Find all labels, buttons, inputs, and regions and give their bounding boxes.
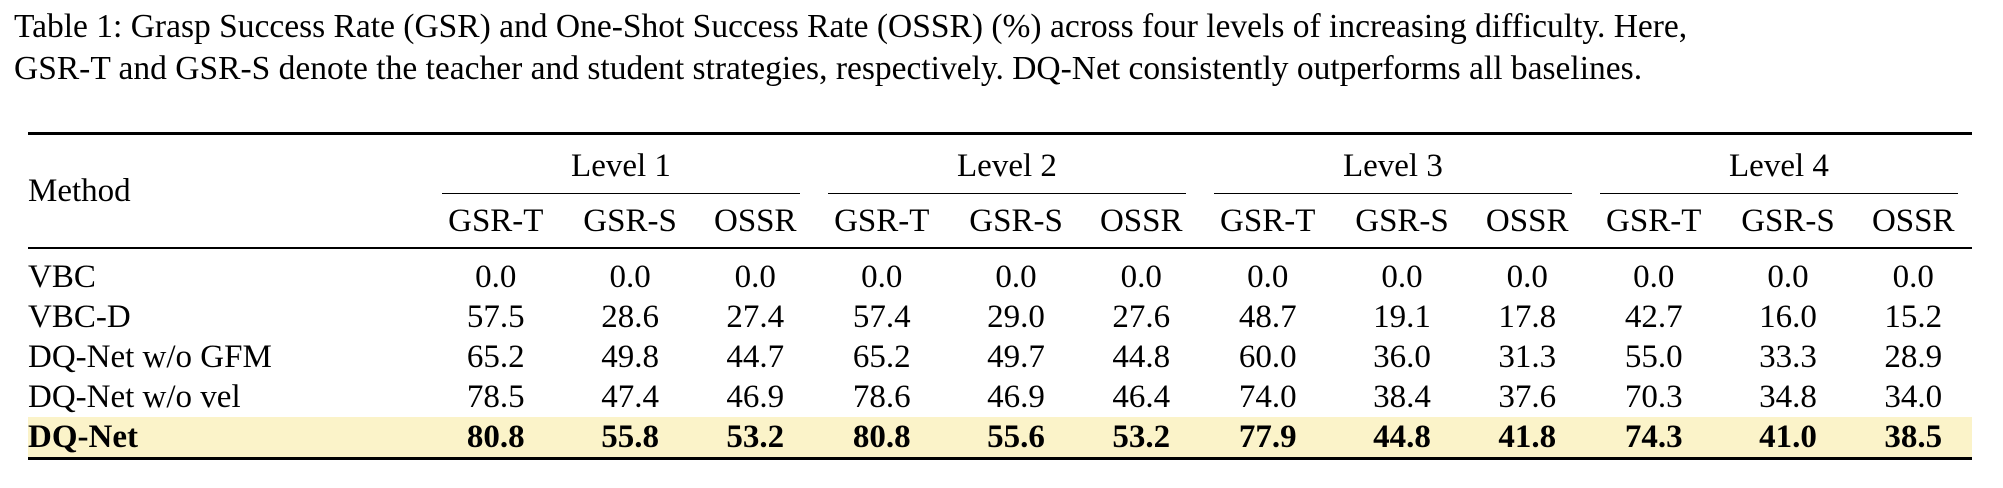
value-cell: 55.0 [1624,339,1683,375]
value-cell: 17.8 [1498,299,1557,335]
level-2-header: Level 2 [814,134,1200,196]
value-cell: 34.0 [1884,379,1943,415]
metric-header: GSR-T [1220,202,1316,239]
value-cell: 46.9 [726,379,785,415]
value-cell: 0.0 [1767,259,1809,295]
value-cell: 36.0 [1373,339,1431,375]
value-cell: 48.7 [1238,299,1297,335]
table-row: DQ-Net w/o vel 78.5 47.4 46.9 78.6 46.9 46.4 74… [28,377,1972,417]
value-cell: 77.9 [1199,417,1336,459]
table-row: VBC-D 57.5 28.6 27.4 57.4 29.0 27.6 48.7 19.1 17.… [28,297,1972,337]
value-cell: 53.2 [1082,417,1200,459]
value-cell: 0.0 [995,259,1037,295]
header-row-metrics: GSR-T GSR-S OSSR GSR-T GSR-S OSSR GSR-T … [28,195,1972,248]
metric-header: GSR-S [1741,202,1835,239]
metric-header: OSSR [713,202,797,239]
level-1-header: Level 1 [428,134,814,196]
value-cell: 46.9 [987,379,1045,415]
metric-header: OSSR [1485,202,1569,239]
value-cell: 0.0 [1120,259,1162,295]
caption-line-2: GSR-T and GSR-S denote the teacher and s… [14,50,1643,87]
table-row: DQ-Net w/o GFM 65.2 49.8 44.7 65.2 49.7 44.8 60… [28,337,1972,377]
table-row: VBC 0.0 0.0 0.0 0.0 0.0 0.0 0.0 0.0 0.0 0.0 0.0 0.0 [28,248,1972,297]
method-name-cell: VBC-D [28,299,131,335]
value-cell: 0.0 [1506,259,1548,295]
value-cell: 0.0 [609,259,651,295]
metric-header: GSR-T [1606,202,1702,239]
value-cell: 0.0 [1633,259,1675,295]
table-caption: Table 1: Grasp Success Rate (GSR) and On… [14,6,1994,90]
value-cell: 38.5 [1854,417,1972,459]
value-cell: 0.0 [1247,259,1289,295]
value-cell: 65.2 [466,339,525,375]
value-cell: 27.4 [726,299,785,335]
value-cell: 31.3 [1498,339,1557,375]
value-cell: 80.8 [428,417,564,459]
value-cell: 0.0 [1381,259,1423,295]
header-row-levels: Method Level 1 Level 2 Level 3 Level 4 [28,133,1972,209]
value-cell: 47.4 [601,379,659,415]
metric-header: GSR-S [969,202,1063,239]
value-cell: 15.2 [1884,299,1943,335]
value-cell: 49.7 [987,339,1045,375]
value-cell: 41.0 [1721,417,1855,459]
caption-line-1: Table 1: Grasp Success Rate (GSR) and On… [14,8,1688,45]
level-3-header: Level 3 [1200,134,1586,196]
value-cell: 78.5 [466,379,525,415]
value-cell: 74.0 [1238,379,1297,415]
metric-header: GSR-T [834,202,930,239]
value-cell: 16.0 [1759,299,1817,335]
value-cell: 57.4 [852,299,911,335]
metric-header: GSR-S [1355,202,1449,239]
value-cell: 55.6 [949,417,1083,459]
value-cell: 44.8 [1335,417,1469,459]
metric-header: OSSR [1099,202,1183,239]
value-cell: 38.4 [1373,379,1431,415]
value-cell: 34.8 [1759,379,1817,415]
metric-header: GSR-T [448,202,544,239]
metric-header: OSSR [1871,202,1955,239]
value-cell: 44.7 [726,339,785,375]
value-cell: 44.8 [1112,339,1171,375]
value-cell: 57.5 [466,299,525,335]
value-cell: 33.3 [1759,339,1817,375]
method-name-cell: DQ-Net [28,417,428,459]
value-cell: 19.1 [1373,299,1431,335]
value-cell: 70.3 [1624,379,1683,415]
value-cell: 28.9 [1884,339,1943,375]
value-cell: 53.2 [696,417,814,459]
value-cell: 37.6 [1498,379,1557,415]
value-cell: 80.8 [813,417,950,459]
results-table: Method Level 1 Level 2 Level 3 Level 4 G… [28,132,1972,460]
value-cell: 27.6 [1112,299,1171,335]
level-4-header: Level 4 [1586,134,1972,196]
method-name-cell: VBC [28,259,96,295]
value-cell: 74.3 [1585,417,1722,459]
method-header: Method [28,172,131,209]
value-cell: 42.7 [1624,299,1683,335]
value-cell: 0.0 [1892,259,1934,295]
value-cell: 46.4 [1112,379,1171,415]
value-cell: 29.0 [987,299,1045,335]
table-row: DQ-Net 80.8 55.8 53.2 80.8 55.6 53.2 77.9 44.8 41… [28,417,1972,459]
value-cell: 55.8 [563,417,697,459]
value-cell: 49.8 [601,339,659,375]
value-cell: 0.0 [475,259,517,295]
value-cell: 60.0 [1238,339,1297,375]
method-name-cell: DQ-Net w/o vel [28,379,241,415]
value-cell: 0.0 [734,259,776,295]
value-cell: 28.6 [601,299,659,335]
value-cell: 0.0 [861,259,903,295]
value-cell: 41.8 [1468,417,1586,459]
method-name-cell: DQ-Net w/o GFM [28,339,272,375]
value-cell: 78.6 [852,379,911,415]
value-cell: 65.2 [852,339,911,375]
metric-header: GSR-S [583,202,677,239]
